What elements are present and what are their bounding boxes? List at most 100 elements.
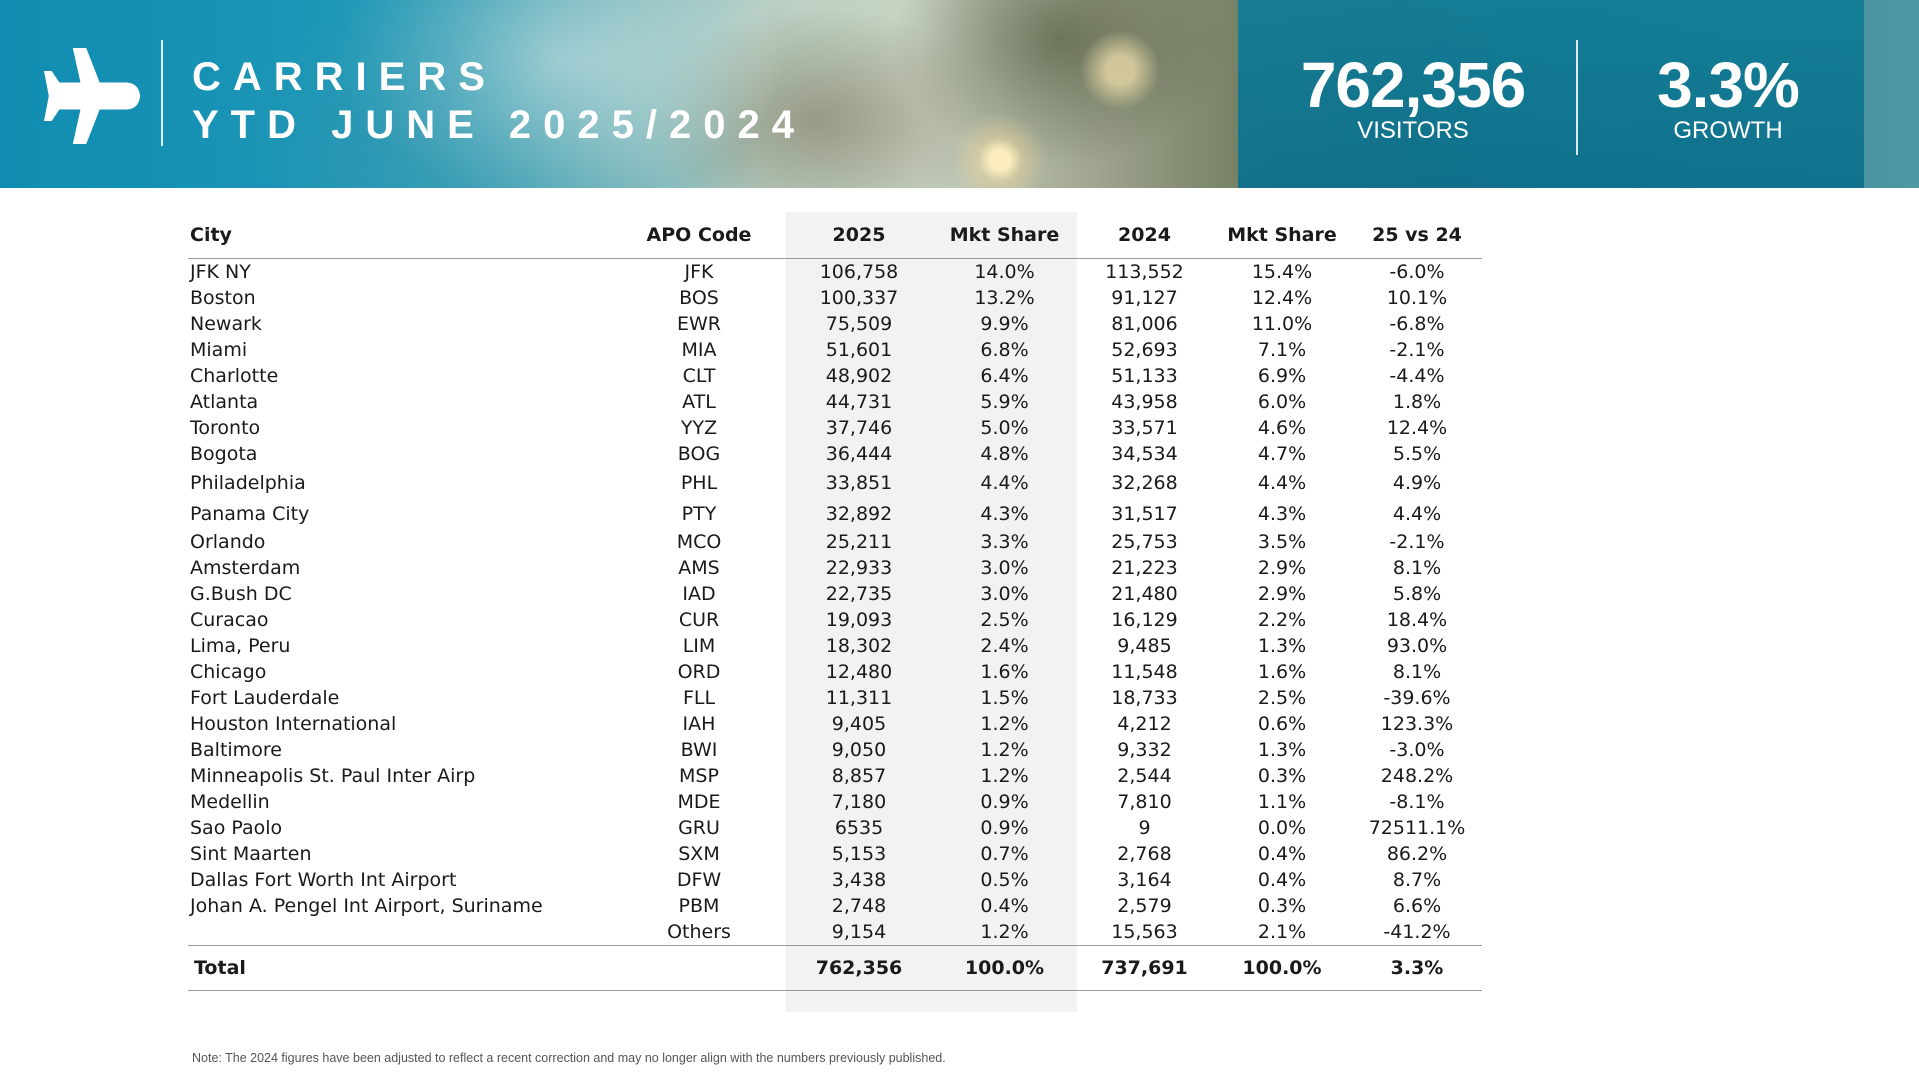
kpi-divider [1576, 40, 1578, 155]
cell-mkt-share-2024: 4.7% [1257, 443, 1307, 465]
table-row: Lima, Peru LIM 18,302 2.4% 9,485 1.3% 93.0% [188, 633, 1482, 659]
cell-mkt-share-2024: 11.0% [1251, 313, 1313, 335]
table-row: Toronto YYZ 37,746 5.0% 33,571 4.6% 12.4% [188, 415, 1482, 441]
cell-2025: 51,601 [825, 339, 893, 361]
cell-mkt-share-2024: 0.3% [1257, 765, 1307, 787]
table-row: Panama City PTY 32,892 4.3% 31,517 4.3% 4.4% [188, 498, 1482, 529]
cell-2024: 15,563 [1111, 921, 1178, 943]
cell-mkt-share-2024: 1.6% [1257, 661, 1307, 683]
cell-25-vs-24: 8.7% [1392, 869, 1442, 891]
cell-mkt-share-2025: 0.9% [980, 791, 1029, 813]
header-divider [161, 40, 163, 146]
cell-mkt-share-2025: 9.9% [980, 313, 1029, 335]
cell-mkt-share-2024: 2.9% [1257, 583, 1307, 605]
cell-25-vs-24: 8.1% [1392, 557, 1442, 579]
cell-apo-code: MDE [677, 791, 721, 813]
cell-apo-code: PTY [681, 502, 717, 525]
cell-25-vs-24: 123.3% [1380, 713, 1454, 735]
table-row: Minneapolis St. Paul Inter Airp MSP 8,857 1… [188, 763, 1482, 789]
header-banner: CARRIERS YTD JUNE 2025/2024 762,356 VISI… [0, 0, 1919, 188]
cell-city: Atlanta [190, 391, 259, 413]
cell-2025: 9,050 [831, 739, 887, 761]
cell-2024: 52,693 [1111, 339, 1178, 361]
cell-mkt-share-2025: 3.0% [980, 583, 1029, 605]
table-row: Sint Maarten SXM 5,153 0.7% 2,768 0.4% 86.2% [188, 841, 1482, 867]
table-row: Newark EWR 75,509 9.9% 81,006 11.0% -6.8% [188, 311, 1482, 337]
kpi-growth-label: GROWTH [1673, 117, 1783, 144]
page-subtitle: YTD JUNE 2025/2024 [192, 103, 807, 147]
page-title: CARRIERS [192, 55, 497, 99]
cell-25-vs-24: 18.4% [1386, 609, 1448, 631]
cell-2025: 12,480 [825, 661, 893, 683]
cell-2024: 91,127 [1111, 287, 1178, 309]
table-row: Atlanta ATL 44,731 5.9% 43,958 6.0% 1.8% [188, 389, 1482, 415]
cell-city [188, 919, 612, 946]
cell-25-vs-24: 6.6% [1392, 895, 1442, 917]
cell-apo-code: FLL [682, 687, 716, 709]
cell-mkt-share-2025: 0.5% [980, 869, 1029, 891]
cell-2025: 2,748 [831, 895, 887, 917]
cell-25-vs-24: 4.4% [1392, 502, 1442, 525]
cell-city: Miami [190, 339, 248, 361]
cell-mkt-share-2025: 5.9% [980, 391, 1029, 413]
cell-2025: 106,758 [819, 261, 899, 283]
cell-25-vs-24: 12.4% [1386, 417, 1448, 439]
cell-mkt-share-2024: 7.1% [1257, 339, 1307, 361]
cell-2025: 22,735 [825, 583, 893, 605]
cell-2025: 75,509 [825, 313, 893, 335]
cell-25-vs-24: -2.1% [1389, 339, 1445, 361]
total-cell: 3.3% [1352, 945, 1482, 991]
total-cell: 100.0% [1212, 945, 1352, 991]
cell-2024: 3,164 [1117, 869, 1172, 891]
cell-mkt-share-2025: 0.7% [980, 843, 1029, 865]
kpi-panel: 762,356 VISITORS 3.3% GROWTH [1238, 0, 1864, 188]
table-row: Curacao CUR 19,093 2.5% 16,129 2.2% 18.4% [188, 607, 1482, 633]
airplane-icon [44, 48, 140, 144]
cell-mkt-share-2024: 1.3% [1257, 635, 1307, 657]
cell-mkt-share-2025: 1.2% [980, 765, 1029, 787]
cell-city: Panama City [190, 502, 310, 525]
cell-2025: 32,892 [825, 502, 893, 525]
cell-mkt-share-2025: 1.2% [980, 713, 1029, 735]
cell-apo-code: YYZ [680, 417, 718, 439]
cell-2025: 33,851 [825, 471, 893, 494]
cell-2025: 9,405 [831, 713, 887, 735]
total-row: Total 762,356 100.0% 737,691 100.0% 3.3% [188, 945, 1482, 991]
cell-2025: 37,746 [825, 417, 893, 439]
cell-mkt-share-2025: 1.5% [980, 687, 1029, 709]
table-row: JFK NY JFK 106,758 14.0% 113,552 15.4% -6.0% [188, 259, 1482, 286]
cell-mkt-share-2025: 3.0% [980, 557, 1029, 579]
cell-mkt-share-2025: 6.8% [980, 339, 1029, 361]
cell-mkt-share-2024: 4.3% [1257, 502, 1307, 525]
carriers-table: City APO Code 2025 Mkt Share 2024 Mkt Sh… [188, 212, 1482, 991]
cell-apo-code: IAD [682, 583, 716, 605]
cell-2024: 2,768 [1117, 843, 1172, 865]
cell-25-vs-24: 93.0% [1386, 635, 1448, 657]
cell-city: Baltimore [190, 739, 282, 761]
cell-2024: 9,485 [1117, 635, 1172, 657]
cell-2024: 7,810 [1117, 791, 1172, 813]
cell-25-vs-24: 10.1% [1386, 287, 1448, 309]
table-row: Dallas Fort Worth Int Airport DFW 3,438 0.5… [188, 867, 1482, 893]
cell-2024: 113,552 [1105, 261, 1184, 283]
cell-apo-code: BOS [679, 287, 719, 309]
cell-apo-code: JFK [684, 261, 714, 283]
table-body: JFK NY JFK 106,758 14.0% 113,552 15.4% -6.0% Bo… [188, 259, 1482, 946]
cell-apo-code: ATL [682, 391, 716, 413]
cell-mkt-share-2024: 4.4% [1257, 471, 1307, 494]
cell-2024: 51,133 [1111, 365, 1178, 387]
carriers-table-wrapper: City APO Code 2025 Mkt Share 2024 Mkt Sh… [188, 212, 1482, 1012]
cell-2025: 48,902 [825, 365, 893, 387]
cell-2025: 11,311 [825, 687, 893, 709]
table-row: Johan A. Pengel Int Airport, Suriname PBM… [188, 893, 1482, 919]
cell-mkt-share-2025: 1.6% [980, 661, 1029, 683]
cell-apo-code: LIM [682, 635, 716, 657]
cell-2024: 33,571 [1111, 417, 1178, 439]
kpi-visitors: 762,356 VISITORS [1283, 50, 1543, 144]
cell-2025: 25,211 [825, 531, 893, 553]
cell-2024: 31,517 [1111, 502, 1178, 525]
cell-2024: 25,753 [1111, 531, 1178, 553]
cell-apo-code: EWR [677, 313, 721, 335]
cell-25-vs-24: 72511.1% [1368, 817, 1466, 839]
cell-mkt-share-2024: 12.4% [1251, 287, 1313, 309]
